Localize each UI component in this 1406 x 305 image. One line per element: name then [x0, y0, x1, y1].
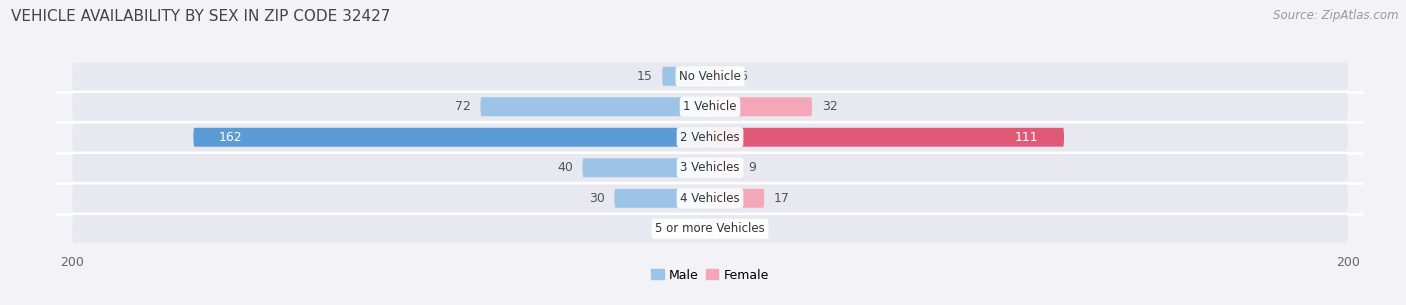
FancyBboxPatch shape — [72, 93, 1348, 120]
FancyBboxPatch shape — [710, 67, 730, 86]
FancyBboxPatch shape — [710, 158, 738, 177]
Text: 1: 1 — [723, 222, 731, 235]
Text: 5 or more Vehicles: 5 or more Vehicles — [655, 222, 765, 235]
Legend: Male, Female: Male, Female — [647, 264, 773, 287]
FancyBboxPatch shape — [710, 189, 765, 208]
FancyBboxPatch shape — [710, 128, 1064, 147]
FancyBboxPatch shape — [72, 185, 1348, 212]
Text: 72: 72 — [456, 100, 471, 113]
Text: 2 Vehicles: 2 Vehicles — [681, 131, 740, 144]
Text: 1 Vehicle: 1 Vehicle — [683, 100, 737, 113]
Text: No Vehicle: No Vehicle — [679, 70, 741, 83]
Text: 15: 15 — [637, 70, 652, 83]
Text: 6: 6 — [738, 70, 747, 83]
FancyBboxPatch shape — [582, 158, 710, 177]
Text: 162: 162 — [219, 131, 242, 144]
FancyBboxPatch shape — [614, 189, 710, 208]
Text: 40: 40 — [557, 161, 572, 174]
FancyBboxPatch shape — [72, 124, 1348, 151]
FancyBboxPatch shape — [72, 154, 1348, 181]
FancyBboxPatch shape — [72, 63, 1348, 90]
FancyBboxPatch shape — [710, 219, 713, 238]
Text: 32: 32 — [821, 100, 838, 113]
Text: 9: 9 — [748, 161, 756, 174]
Text: 0: 0 — [693, 222, 700, 235]
Text: Source: ZipAtlas.com: Source: ZipAtlas.com — [1274, 9, 1399, 22]
Text: 17: 17 — [773, 192, 790, 205]
FancyBboxPatch shape — [662, 67, 710, 86]
FancyBboxPatch shape — [194, 128, 710, 147]
FancyBboxPatch shape — [710, 97, 813, 116]
Text: 3 Vehicles: 3 Vehicles — [681, 161, 740, 174]
FancyBboxPatch shape — [481, 97, 710, 116]
FancyBboxPatch shape — [72, 215, 1348, 242]
Text: 4 Vehicles: 4 Vehicles — [681, 192, 740, 205]
Text: 111: 111 — [1015, 131, 1039, 144]
Text: VEHICLE AVAILABILITY BY SEX IN ZIP CODE 32427: VEHICLE AVAILABILITY BY SEX IN ZIP CODE … — [11, 9, 391, 24]
Text: 30: 30 — [589, 192, 605, 205]
